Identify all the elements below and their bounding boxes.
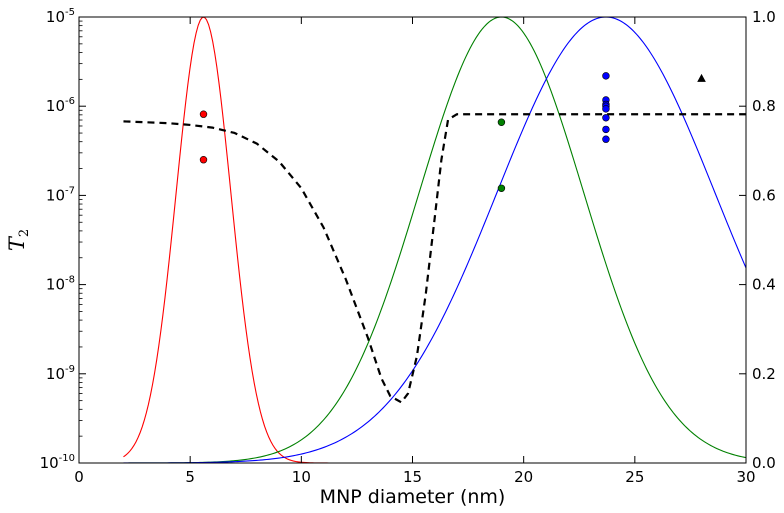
blue-points-marker-4 (602, 105, 610, 113)
blue-points-marker-6 (602, 125, 610, 134)
red-points-marker-0 (199, 110, 208, 118)
y-right-tick-label-1: 0.2 (752, 365, 776, 383)
x-tick-label-10: 10 (292, 468, 311, 486)
y-right-tick-label-5: 1.0 (752, 8, 776, 26)
y-right-tick-label-4: 0.8 (752, 97, 776, 115)
green-distribution (123, 16, 747, 464)
black-point-marker-0 (697, 73, 706, 82)
x-tick-label-25: 25 (625, 468, 644, 486)
y-axis-label: T2 (5, 229, 32, 251)
x-tick-label-20: 20 (514, 468, 533, 486)
red-points-marker-1 (199, 156, 208, 164)
x-tick-label-0: 0 (74, 468, 84, 486)
y-axis-label-sub: 2 (17, 229, 32, 237)
y-left-tick-label-2: 10-8 (46, 275, 75, 294)
y-left-tick-label-1: 10-9 (46, 364, 75, 383)
axis-ticks: 0 5 10 15 20 25 30 10-10 10-9 10-8 10-7 10-6 10-5 0.0… (40, 7, 776, 486)
y-left-tick-label-5: 10-5 (46, 7, 75, 26)
blue-points-marker-0 (602, 72, 610, 80)
y-right-tick-label-0: 0.0 (752, 454, 776, 472)
x-axis-label: MNP diameter (nm) (320, 486, 506, 508)
green-points-marker-0 (497, 118, 506, 126)
blue-points-marker-7 (602, 135, 610, 143)
x-tick-label-30: 30 (736, 468, 755, 486)
y-right-tick-label-3: 0.6 (752, 186, 776, 204)
svg-text:T2: T2 (5, 229, 32, 251)
y-right-tick-label-2: 0.4 (752, 276, 776, 294)
green-points-marker-1 (497, 184, 506, 192)
blue-distribution (123, 16, 747, 464)
x-tick-label-15: 15 (403, 468, 422, 486)
dashed-t2-curve (123, 113, 746, 404)
x-tick-label-5: 5 (185, 468, 195, 486)
y-left-tick-label-4: 10-6 (46, 96, 75, 115)
blue-points-marker-5 (602, 114, 610, 122)
y-left-tick-label-0: 10-10 (40, 453, 75, 472)
y-axis-label-main: T (5, 235, 29, 251)
y-left-tick-label-3: 10-7 (46, 185, 75, 204)
